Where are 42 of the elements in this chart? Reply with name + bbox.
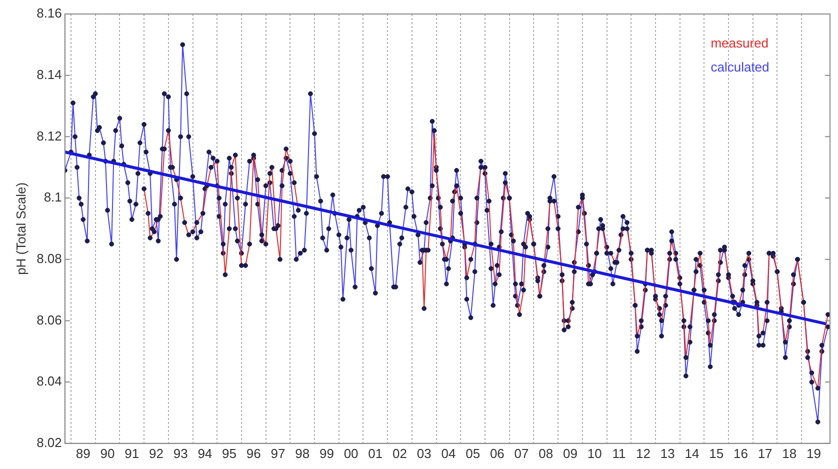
y-axis-title: pH (Total Scale) — [13, 182, 28, 275]
x-tick-label: 16 — [733, 446, 748, 461]
x-tick-label: 00 — [344, 446, 358, 461]
x-tick-label: 14 — [684, 446, 700, 461]
x-tick-label: 13 — [660, 446, 675, 461]
x-tick-label: 09 — [562, 446, 578, 461]
x-tick-label: 04 — [441, 446, 456, 461]
y-tick-label: 8.02 — [36, 434, 62, 450]
x-tick-label: 98 — [295, 446, 310, 461]
x-tick-label: 93 — [173, 446, 188, 461]
y-tick-label: 8.08 — [36, 250, 62, 266]
x-tick-label: 96 — [246, 446, 261, 461]
x-tick-label: 90 — [100, 446, 115, 461]
x-tick-label: 92 — [148, 446, 164, 461]
x-tick-label: 03 — [416, 446, 432, 461]
x-tick-label: 94 — [198, 446, 212, 461]
x-tick-label: 10 — [587, 446, 602, 461]
x-tick-label: 91 — [124, 446, 140, 461]
x-tick-label: 08 — [538, 446, 554, 461]
x-tick-label: 89 — [76, 446, 90, 461]
x-tick-label: 18 — [782, 446, 797, 461]
x-tick-label: 07 — [514, 446, 529, 461]
x-tick-label: 05 — [466, 446, 480, 461]
text: measured — [710, 36, 769, 51]
y-tick-label: 8.1 — [44, 190, 62, 205]
y-tick-label: 8.12 — [36, 128, 62, 144]
x-tick-label: 99 — [319, 446, 334, 461]
x-tick-label: 15 — [709, 446, 724, 461]
y-tick-label: 8.04 — [36, 374, 62, 389]
x-tick-label: 97 — [270, 446, 286, 461]
x-tick-label: 95 — [222, 446, 237, 461]
x-tick-label: 06 — [490, 446, 504, 461]
x-tick-label: 01 — [368, 446, 383, 461]
x-tick-label: 12 — [636, 446, 651, 461]
text: calculated — [710, 60, 770, 75]
y-tick-label: 8.06 — [36, 312, 62, 328]
x-tick-label: 19 — [806, 446, 821, 461]
x-tick-label: 17 — [758, 446, 772, 461]
y-tick-label: 8.14 — [36, 66, 62, 82]
x-tick-label: 02 — [392, 446, 407, 461]
x-tick-label: 11 — [612, 446, 626, 461]
y-tick-label: 8.16 — [36, 6, 62, 21]
